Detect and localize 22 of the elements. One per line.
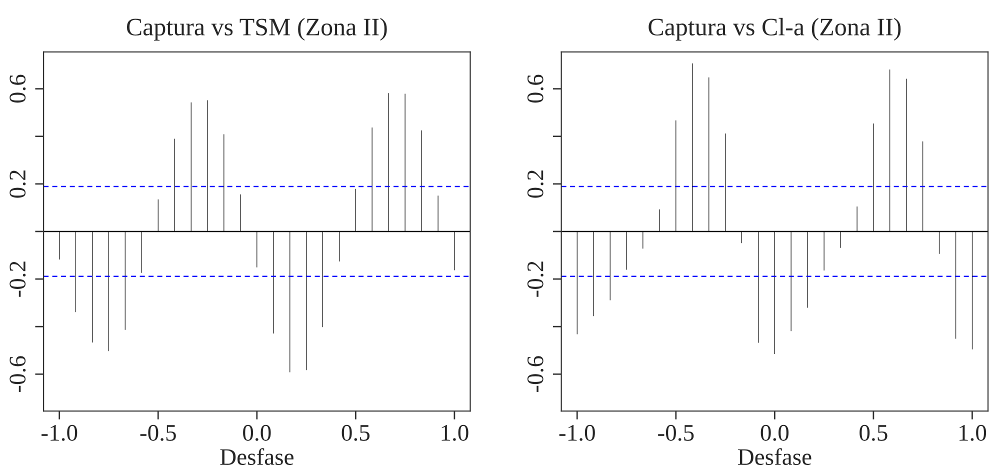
x-tick-label: 0.5 [342, 424, 370, 441]
y-tick-label: 0.6 [10, 74, 26, 103]
x-tick-label: 0.0 [243, 424, 271, 441]
y-tick-label: -0.6 [10, 356, 26, 392]
x-tick-label: -1.0 [42, 424, 78, 441]
chart-title: Captura vs Cl-a (Zona II) [648, 18, 901, 41]
y-tick-label: 0.2 [527, 170, 544, 198]
x-tick-label: 0.5 [860, 424, 888, 441]
y-tick-label: 0.2 [10, 170, 26, 198]
x-tick-label: 1.0 [442, 424, 468, 441]
chart-title: Captura vs TSM (Zona II) [126, 18, 387, 41]
x-tick-label: -1.0 [559, 424, 595, 441]
y-tick-label: -0.2 [10, 262, 26, 297]
x-tick-label: -0.5 [140, 424, 176, 441]
x-tick-label: 0.0 [760, 424, 789, 441]
y-tick-label: -0.2 [527, 262, 544, 297]
x-tick-label: -0.5 [658, 424, 694, 441]
x-axis-title: Desfase [738, 448, 812, 466]
x-axis-title: Desfase [220, 448, 294, 466]
y-tick-label: 0.6 [527, 74, 544, 103]
y-tick-label: -0.6 [527, 356, 544, 392]
x-tick-label: 1.0 [960, 424, 986, 441]
